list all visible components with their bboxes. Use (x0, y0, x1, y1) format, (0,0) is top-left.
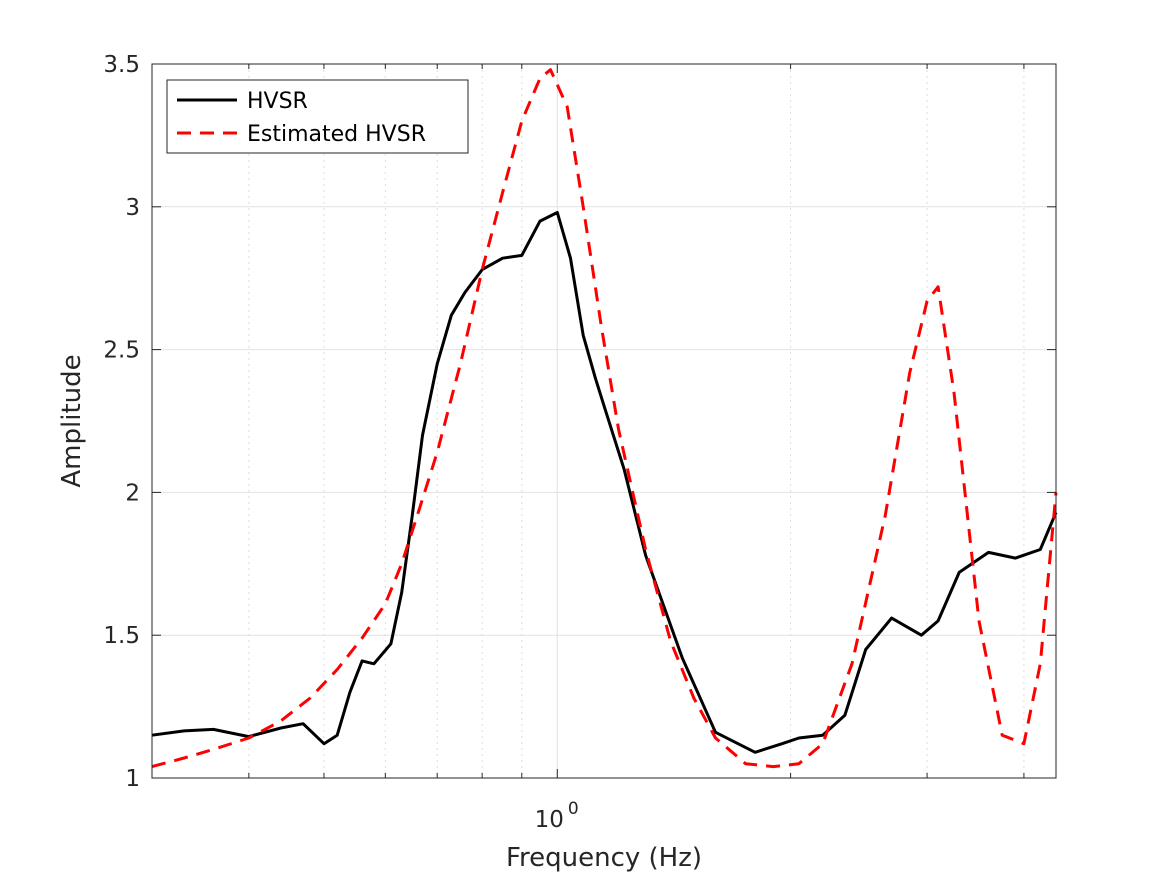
grid (151, 64, 1056, 778)
legend-box (166, 79, 469, 154)
plot-frame (151, 63, 1057, 779)
y-tick-label: 1.5 (103, 623, 140, 649)
legend: HVSR Estimated HVSR (166, 79, 469, 154)
y-tick-label: 2 (125, 480, 140, 506)
y-axis-title: Amplitude (57, 354, 87, 487)
plot-area (152, 64, 1056, 778)
series-line-hvsr (151, 211, 1058, 754)
axis-ticks (151, 63, 1056, 779)
x-tick-label: 10 (535, 807, 564, 833)
legend-label-estimated-hvsr: Estimated HVSR (247, 122, 426, 147)
x-tick-labels: 10 0 (535, 799, 579, 833)
series-layer (151, 68, 1058, 769)
y-tick-label: 1 (125, 766, 140, 792)
y-tick-label: 2.5 (103, 338, 140, 364)
y-tick-label: 3.5 (103, 52, 140, 78)
x-axis-title: Frequency (Hz) (506, 843, 702, 873)
y-tick-labels: 1 1.5 2 2.5 3 3.5 (103, 52, 140, 792)
series-line-estimated-hvsr (151, 68, 1058, 769)
legend-label-hvsr: HVSR (247, 89, 308, 114)
x-tick-exponent: 0 (568, 799, 579, 819)
y-tick-label: 3 (125, 195, 140, 221)
